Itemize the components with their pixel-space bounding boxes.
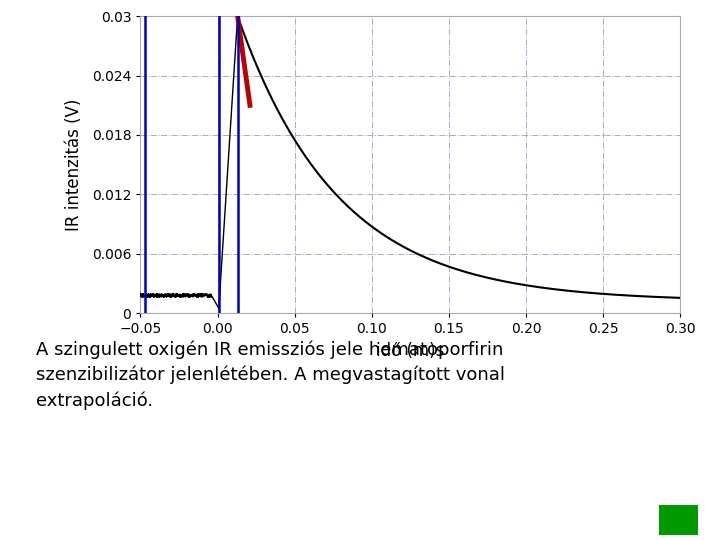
Y-axis label: IR intenzitás (V): IR intenzitás (V) xyxy=(66,98,84,231)
Text: A szingulett oxigén IR emissziós jele hematoporfirin
szenzibilizátor jelenlétébe: A szingulett oxigén IR emissziós jele he… xyxy=(36,340,505,410)
X-axis label: idő (m)s: idő (m)s xyxy=(377,342,444,360)
